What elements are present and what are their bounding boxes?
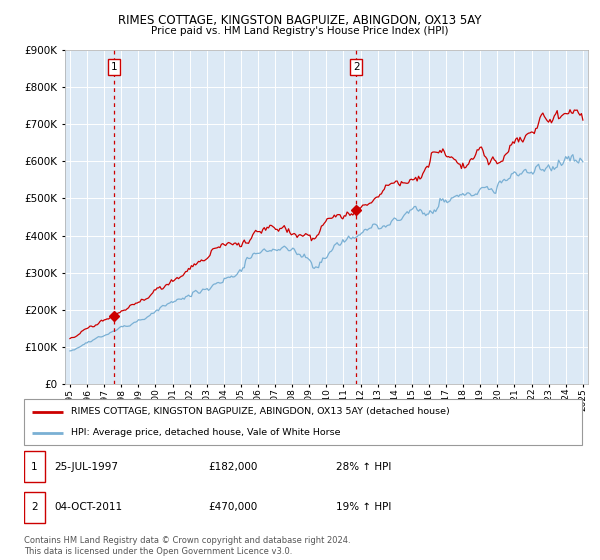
Text: 28% ↑ HPI: 28% ↑ HPI xyxy=(337,461,392,472)
Text: RIMES COTTAGE, KINGSTON BAGPUIZE, ABINGDON, OX13 5AY: RIMES COTTAGE, KINGSTON BAGPUIZE, ABINGD… xyxy=(118,14,482,27)
Text: £182,000: £182,000 xyxy=(208,461,257,472)
Text: 25-JUL-1997: 25-JUL-1997 xyxy=(55,461,119,472)
Bar xyxy=(24,451,45,482)
Bar xyxy=(24,492,45,522)
Text: 2: 2 xyxy=(31,502,38,512)
Text: 04-OCT-2011: 04-OCT-2011 xyxy=(55,502,123,512)
Text: HPI: Average price, detached house, Vale of White Horse: HPI: Average price, detached house, Vale… xyxy=(71,428,341,437)
Text: £470,000: £470,000 xyxy=(208,502,257,512)
Text: Price paid vs. HM Land Registry's House Price Index (HPI): Price paid vs. HM Land Registry's House … xyxy=(151,26,449,36)
Text: RIMES COTTAGE, KINGSTON BAGPUIZE, ABINGDON, OX13 5AY (detached house): RIMES COTTAGE, KINGSTON BAGPUIZE, ABINGD… xyxy=(71,407,450,416)
Text: 19% ↑ HPI: 19% ↑ HPI xyxy=(337,502,392,512)
Text: 1: 1 xyxy=(110,62,117,72)
Text: 1: 1 xyxy=(31,461,38,472)
Text: Contains HM Land Registry data © Crown copyright and database right 2024.
This d: Contains HM Land Registry data © Crown c… xyxy=(24,536,350,556)
Text: 2: 2 xyxy=(353,62,359,72)
